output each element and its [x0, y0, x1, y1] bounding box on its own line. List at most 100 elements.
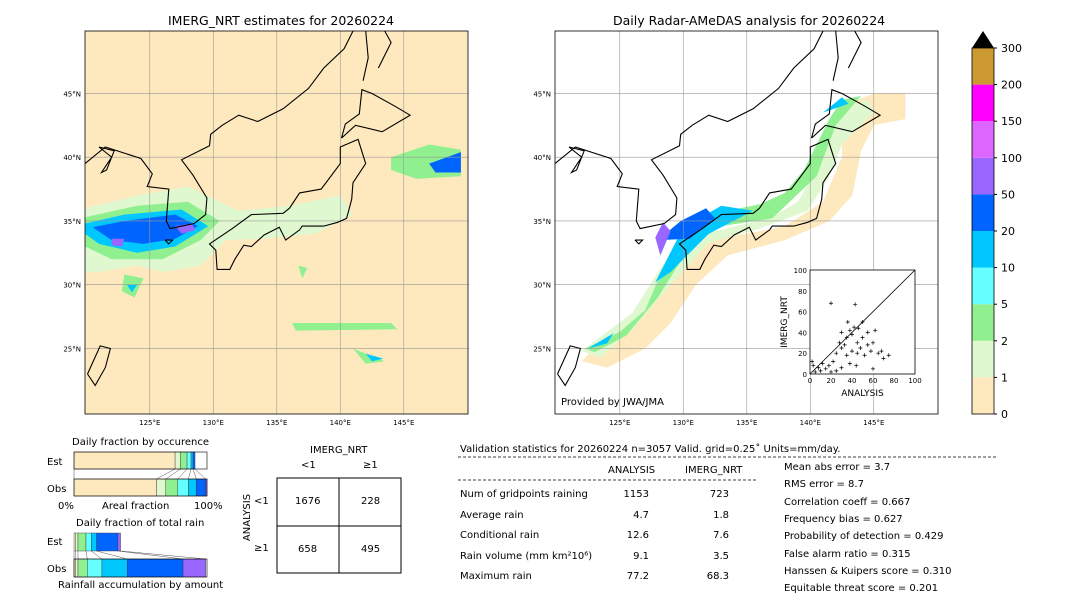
rain-obs-label: Obs — [47, 564, 67, 575]
precip-contour — [655, 222, 671, 256]
fraction-connector — [96, 550, 128, 560]
colorbar-segment — [972, 48, 994, 85]
colorbar-tick-label: 10 — [1001, 262, 1015, 275]
colorbar-extend-arrow — [972, 31, 994, 48]
scatter-xtick: 20 — [827, 377, 836, 385]
lat-tick-label: 40°N — [533, 154, 551, 162]
scatter-point — [842, 342, 847, 347]
coastline — [208, 138, 367, 270]
scatter-xtick: 80 — [890, 377, 899, 385]
scatter-xtick: 100 — [908, 377, 921, 385]
colorbar-segment — [972, 121, 994, 158]
scatter-point — [868, 349, 873, 354]
occurrence-title: Daily fraction by occurence — [72, 437, 210, 448]
occ-est-label: Est — [47, 457, 63, 468]
cell-c: 658 — [298, 544, 318, 555]
fraction-bar-segment — [96, 532, 119, 552]
fraction-connector — [177, 468, 188, 480]
fraction-bar-segment — [77, 558, 88, 578]
scatter-point — [837, 340, 842, 345]
fraction-bar-frame — [73, 478, 208, 497]
stat-row-label: Num of gridpoints raining — [460, 489, 588, 500]
stat-row-label: Rain volume (mm km²10⁶) — [460, 550, 593, 562]
fraction-bar-segment — [190, 451, 194, 470]
scatter-point — [850, 332, 854, 337]
colorbar-tick-label: 5 — [1001, 298, 1008, 311]
colorbar-segment — [972, 377, 994, 414]
credit-text: Provided by JWA/JMA — [561, 397, 664, 408]
scatter-ytick: 100 — [794, 267, 807, 275]
imerg-map — [84, 30, 469, 415]
lat-tick-label: 35°N — [63, 218, 81, 226]
stats-col-analysis: ANALYSIS — [608, 465, 656, 476]
colorbar-tick-label: 2 — [1001, 335, 1008, 348]
scatter-point — [820, 361, 825, 366]
scatter-point — [834, 368, 839, 373]
coastline — [84, 30, 354, 230]
scatter-point — [871, 340, 875, 345]
stat-imerg-value: 1.8 — [713, 509, 729, 521]
colorbar-segment — [972, 267, 994, 305]
scatter-point — [858, 346, 863, 350]
scatter-point — [860, 320, 865, 324]
precip-contour — [126, 284, 138, 293]
occ-xmax: 100% — [194, 501, 223, 512]
fraction-bar-segment — [126, 558, 184, 578]
scatter-point — [813, 369, 818, 374]
fraction-bar-segment — [156, 478, 166, 497]
scatter-point — [839, 330, 844, 335]
score-line: False alarm ratio = 0.315 — [784, 548, 911, 560]
coastline — [568, 146, 585, 174]
score-line: Hanssen & Kuipers score = 0.310 — [784, 565, 952, 577]
scatter-point — [818, 368, 823, 373]
fraction-bar-segment — [75, 558, 79, 578]
fraction-bar-segment — [101, 558, 128, 578]
colorbar-tick-label: 300 — [1001, 42, 1022, 55]
lon-tick-label: 125°E — [609, 419, 630, 427]
occ-xlabel: Areal fraction — [102, 501, 170, 512]
cell-b: 228 — [361, 496, 381, 507]
scatter-point — [856, 326, 861, 331]
scatter-point — [829, 301, 833, 306]
scatter-point — [847, 361, 852, 366]
stats-header: Validation statistics for 20260224 n=305… — [460, 444, 841, 455]
lat-tick-label: 40°N — [63, 154, 81, 162]
score-line: Equitable threat score = 0.201 — [784, 583, 939, 595]
lon-tick-label: 140°E — [330, 419, 351, 427]
coastline — [340, 88, 412, 139]
colorbar-tick-label: 50 — [1001, 188, 1015, 201]
scatter-point — [860, 335, 865, 340]
lat-tick-label: 25°N — [533, 345, 551, 353]
fraction-connector — [120, 550, 206, 560]
scatter-point — [810, 359, 815, 364]
coastline — [164, 239, 174, 245]
scatter-point — [826, 363, 831, 368]
lat-tick-label: 45°N — [63, 90, 81, 98]
fraction-bar-segment — [87, 558, 103, 578]
cell-d: 495 — [361, 544, 381, 555]
scatter-point — [844, 335, 849, 340]
score-line: Mean abs error = 3.7 — [784, 462, 891, 473]
lon-tick-label: 135°E — [266, 419, 287, 427]
fraction-connector — [194, 468, 206, 480]
lon-tick-label: 125°E — [139, 419, 160, 427]
lon-tick-label: 130°E — [203, 419, 224, 427]
scatter-point — [879, 349, 884, 354]
precip-contour — [111, 238, 125, 247]
scatter-point — [829, 369, 833, 374]
fraction-bar-segment — [180, 451, 188, 470]
score-line: Correlation coeff = 0.667 — [784, 496, 911, 508]
fraction-bar-segment — [85, 532, 92, 552]
scatter-xlabel: ANALYSIS — [841, 389, 884, 399]
colorbar-tick-label: 200 — [1001, 79, 1022, 92]
left-map-title: IMERG_NRT estimates for 20260224 — [168, 13, 395, 28]
fraction-bar-segment — [188, 478, 197, 497]
stat-row-label: Maximum rain — [460, 571, 532, 582]
coastline — [86, 345, 112, 387]
occ-xmin: 0% — [58, 501, 74, 512]
scatter-point — [844, 353, 849, 358]
coastline — [810, 88, 882, 139]
lat-tick-label: 25°N — [63, 345, 81, 353]
fraction-bar-segment — [165, 478, 178, 497]
